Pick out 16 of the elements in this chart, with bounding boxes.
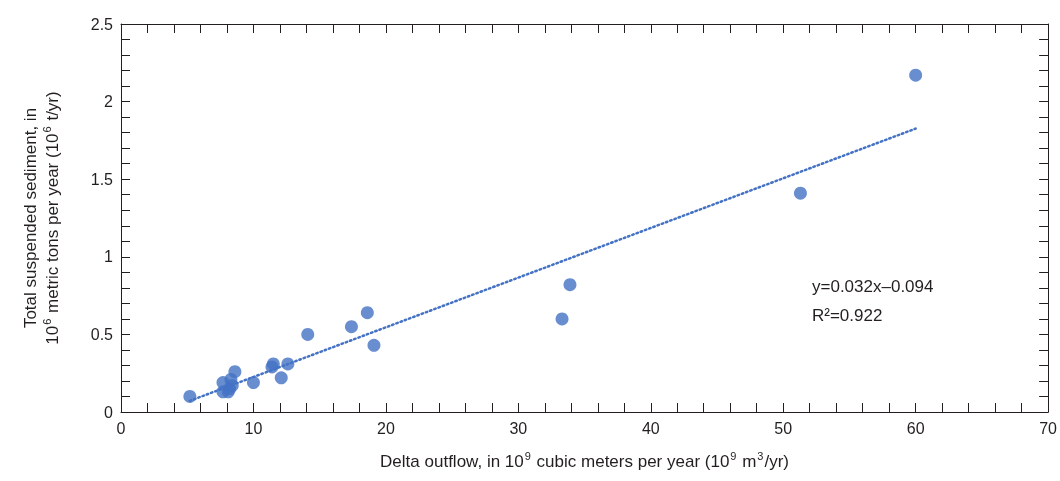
x-tick-label: 10	[244, 419, 263, 437]
y-tick-label: 0.5	[90, 325, 114, 343]
y-tick-label: 2.5	[90, 15, 114, 33]
y-tick-label: 0	[104, 403, 114, 421]
x-tick-label: 50	[774, 419, 793, 437]
annotation: y=0.032x–0.094	[812, 277, 934, 296]
x-tick-label: 20	[376, 419, 395, 437]
y-tick-label: 2	[104, 93, 114, 111]
y-tick-label: 1.5	[90, 170, 114, 188]
x-tick-label: 70	[1039, 419, 1058, 437]
x-tick-label: 0	[116, 419, 126, 437]
x-tick-label: 60	[906, 419, 925, 437]
x-tick-label: 30	[509, 419, 528, 437]
y-tick-label: 1	[104, 248, 114, 266]
annotation: R²=0.922	[812, 306, 883, 325]
x-tick-label: 40	[641, 419, 660, 437]
